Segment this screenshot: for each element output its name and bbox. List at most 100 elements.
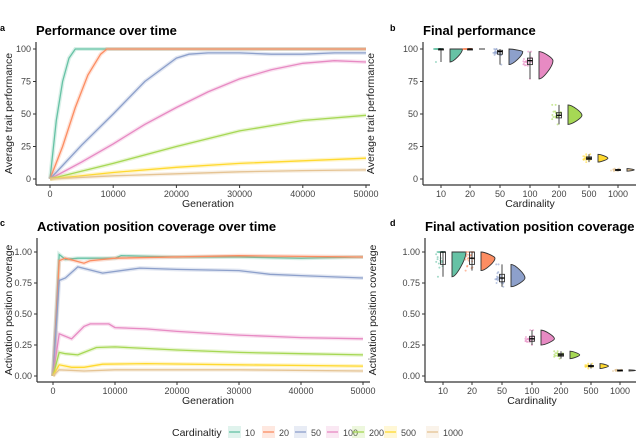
x-tick-label: 100 bbox=[524, 386, 539, 396]
y-tick-label: 100 bbox=[16, 44, 31, 54]
half-violin-100 bbox=[538, 51, 554, 80]
series-line-1000 bbox=[52, 369, 364, 377]
x-tick-label: 500 bbox=[581, 189, 596, 199]
data-point bbox=[532, 329, 535, 332]
data-point bbox=[492, 51, 495, 54]
half-violin-200 bbox=[567, 104, 583, 125]
series-line-20 bbox=[52, 255, 364, 377]
x-tick-label: 100 bbox=[522, 189, 537, 199]
data-point bbox=[529, 329, 532, 332]
y-tick-label: 100 bbox=[403, 44, 418, 54]
half-violin-50 bbox=[510, 263, 526, 288]
data-point bbox=[464, 269, 467, 272]
data-point bbox=[529, 336, 532, 339]
y-tick-label: 0.25 bbox=[14, 340, 32, 350]
data-point bbox=[612, 369, 615, 372]
half-violin-10 bbox=[451, 251, 467, 278]
data-point bbox=[436, 251, 439, 253]
y-tick-label: 50 bbox=[21, 109, 31, 119]
x-tick-label: 500 bbox=[583, 386, 598, 396]
data-point bbox=[527, 337, 530, 340]
panel-letter: a bbox=[0, 23, 6, 33]
panel-letter: b bbox=[390, 23, 396, 33]
data-point bbox=[523, 64, 526, 67]
data-point bbox=[525, 60, 528, 63]
x-tick-label: 40000 bbox=[290, 189, 315, 199]
y-tick-label: 25 bbox=[21, 142, 31, 152]
legend-label: 500 bbox=[401, 428, 416, 438]
data-point bbox=[465, 255, 468, 258]
data-point bbox=[464, 48, 467, 50]
data-point bbox=[437, 262, 440, 265]
x-axis-label: Generation bbox=[182, 395, 234, 407]
data-point bbox=[554, 103, 557, 106]
data-point bbox=[585, 161, 588, 164]
data-point bbox=[436, 258, 439, 261]
series-ribbon-50 bbox=[51, 264, 364, 377]
y-tick-label: 1.00 bbox=[14, 247, 32, 257]
half-violin-20 bbox=[480, 251, 496, 272]
legend-item-500: 500 bbox=[384, 426, 416, 438]
data-point bbox=[497, 276, 500, 279]
y-tick-label: 50 bbox=[408, 109, 418, 119]
x-tick-label: 20000 bbox=[164, 189, 189, 199]
panel-d: d Final activation position coverage 0.00 0… bbox=[367, 218, 637, 407]
x-tick-label: 10000 bbox=[101, 189, 126, 199]
data-point bbox=[527, 50, 530, 53]
data-point bbox=[467, 251, 470, 253]
half-violin-1000 bbox=[628, 369, 637, 372]
y-tick-label: 1.00 bbox=[402, 247, 420, 257]
data-point bbox=[582, 158, 585, 161]
data-point bbox=[434, 61, 437, 63]
data-point bbox=[522, 63, 525, 66]
panel-title: Final performance bbox=[423, 23, 536, 38]
data-point bbox=[587, 362, 590, 365]
x-axis-label: Cardinality bbox=[507, 395, 557, 407]
legend-label: 1000 bbox=[443, 428, 463, 438]
y-tick-label: 0.00 bbox=[14, 371, 32, 381]
data-point bbox=[582, 155, 585, 158]
series-line-100 bbox=[52, 323, 364, 377]
x-tick-label: 30000 bbox=[226, 386, 251, 396]
data-point bbox=[494, 278, 497, 281]
series-line-500 bbox=[49, 157, 367, 180]
data-point bbox=[553, 353, 556, 356]
panel-letter: d bbox=[390, 218, 396, 228]
data-point bbox=[436, 275, 439, 278]
legend-item-10: 10 bbox=[228, 426, 255, 438]
data-point bbox=[525, 340, 528, 343]
x-tick-label: 20000 bbox=[164, 386, 189, 396]
data-point bbox=[591, 362, 594, 365]
half-violin-50 bbox=[508, 48, 524, 66]
legend-label: 20 bbox=[279, 428, 289, 438]
data-point bbox=[466, 264, 469, 267]
data-point bbox=[493, 53, 496, 56]
panel-b: b Final performance 0 25 50 75 100 Average trai… bbox=[365, 23, 636, 210]
y-tick-label: 0.50 bbox=[402, 309, 420, 319]
x-axis-label: Cardinality bbox=[505, 198, 555, 210]
half-violin-10 bbox=[449, 48, 463, 63]
x-tick-label: 1000 bbox=[608, 189, 628, 199]
data-point bbox=[552, 116, 555, 119]
panel-c: c Activation position coverage over time 0… bbox=[0, 218, 376, 407]
box bbox=[497, 49, 503, 55]
data-point bbox=[438, 266, 441, 269]
y-tick-label: 25 bbox=[408, 142, 418, 152]
data-point bbox=[434, 48, 437, 50]
legend-item-100: 100 bbox=[326, 426, 358, 438]
x-tick-label: 40000 bbox=[288, 386, 313, 396]
x-tick-label: 200 bbox=[553, 386, 568, 396]
legend-label: 10 bbox=[245, 428, 255, 438]
data-point bbox=[585, 153, 588, 156]
x-tick-label: 50000 bbox=[350, 386, 375, 396]
data-point bbox=[584, 364, 587, 367]
data-point bbox=[495, 263, 498, 266]
data-point bbox=[589, 153, 592, 156]
x-tick-label: 10 bbox=[436, 189, 446, 199]
x-tick-label: 0 bbox=[47, 189, 52, 199]
y-tick-label: 75 bbox=[21, 77, 31, 87]
data-point bbox=[556, 352, 559, 355]
x-tick-label: 50000 bbox=[353, 189, 378, 199]
legend-label: 50 bbox=[311, 428, 321, 438]
